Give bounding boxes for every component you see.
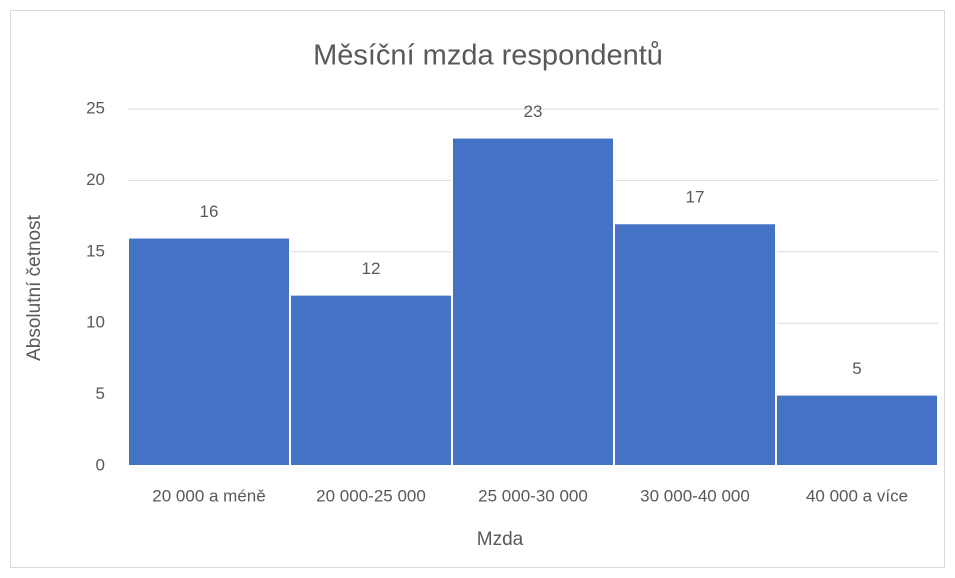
data-label: 23 [524, 102, 543, 121]
data-label: 16 [200, 202, 219, 221]
x-tick-label: 25 000-30 000 [478, 486, 588, 505]
y-tick-label: 20 [86, 170, 105, 189]
x-tick-label: 30 000-40 000 [640, 486, 750, 505]
y-tick-label: 10 [86, 313, 105, 332]
y-tick-label: 15 [86, 241, 105, 260]
data-label: 12 [362, 259, 381, 278]
data-label: 5 [852, 359, 861, 378]
x-tick-label: 40 000 a více [806, 486, 908, 505]
x-tick-label: 20 000-25 000 [316, 486, 426, 505]
bar [127, 236, 291, 467]
y-axis-label: Absolutní četnost [24, 214, 45, 360]
data-label: 17 [686, 188, 705, 207]
y-tick-label: 5 [96, 384, 105, 403]
x-axis-label: Mzda [477, 529, 524, 550]
bar [775, 393, 939, 468]
bar [451, 136, 615, 467]
y-tick-label: 0 [96, 455, 105, 474]
bar [613, 222, 777, 467]
y-tick-label: 25 [86, 98, 105, 117]
chart-title: Měsíční mzda respondentů [313, 40, 663, 72]
x-tick-label: 20 000 a méně [152, 486, 265, 505]
bar [289, 293, 453, 468]
